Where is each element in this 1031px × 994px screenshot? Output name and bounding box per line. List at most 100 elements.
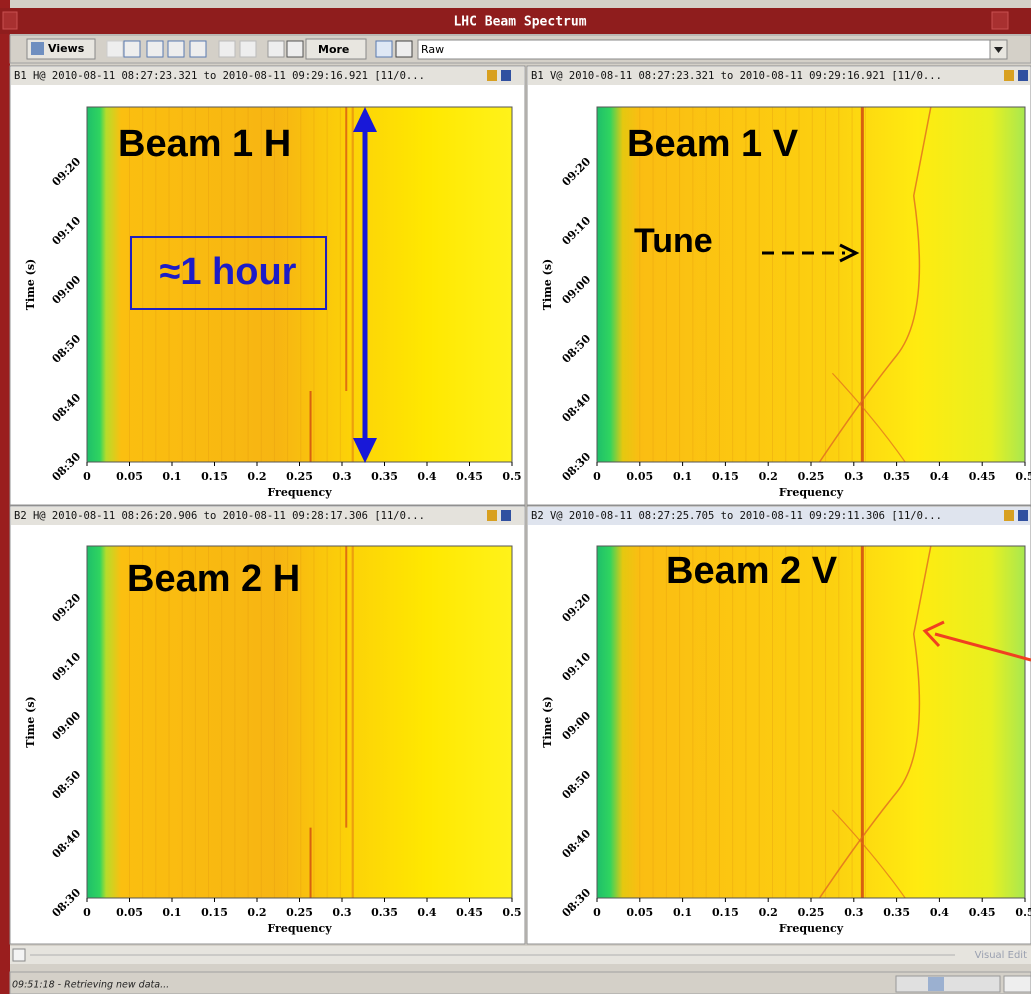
x-tick-label: 0.15	[712, 470, 739, 483]
visual-edit-label: Visual Edit	[975, 950, 1027, 961]
layout-button[interactable]	[107, 41, 123, 57]
body: LHC Beam Spectrum Views More Raw B1 H@ 2010-…	[0, 0, 1031, 994]
panel-icon[interactable]	[1004, 70, 1014, 81]
x-tick-label: 0.25	[286, 470, 313, 483]
panel-header-text: B1 V@ 2010-08-11 08:27:23.321 to 2010-08…	[531, 70, 942, 82]
x-tick-label: 0.1	[162, 470, 181, 483]
beam-label: Beam 2 H	[127, 558, 300, 600]
panel-icon[interactable]	[501, 70, 511, 81]
y-axis-label: Time (s)	[541, 259, 554, 310]
x-tick-label: 0.1	[673, 906, 692, 919]
x-tick-label: 0.3	[844, 470, 863, 483]
x-tick-label: 0.2	[759, 470, 778, 483]
close-button[interactable]	[992, 12, 1008, 29]
more-label: More	[318, 43, 349, 56]
panel-icon[interactable]	[1018, 510, 1028, 521]
x-tick-label: 0.45	[456, 470, 483, 483]
y-axis-label: Time (s)	[24, 259, 37, 310]
beam-label: Beam 1 H	[118, 123, 291, 165]
x-tick-label: 0.5	[1015, 470, 1031, 483]
x-tick-label: 0.05	[116, 906, 143, 919]
panel-header-text: B2 V@ 2010-08-11 08:27:25.705 to 2010-08…	[531, 510, 942, 522]
layout-button[interactable]	[268, 41, 284, 57]
y-axis-label: Time (s)	[541, 696, 554, 747]
x-tick-label: 0.15	[201, 470, 228, 483]
x-tick-label: 0.45	[969, 470, 996, 483]
x-tick-label: 0	[83, 470, 91, 483]
layout-button[interactable]	[168, 41, 184, 57]
mode-field[interactable]	[418, 40, 990, 59]
export-button[interactable]	[376, 41, 392, 57]
x-tick-label: 0.3	[332, 470, 351, 483]
duration-label: ≈1 hour	[160, 251, 297, 293]
x-axis-label: Frequency	[267, 922, 332, 935]
tune-label: Tune	[634, 222, 713, 260]
layout-button[interactable]	[219, 41, 235, 57]
x-tick-label: 0.35	[371, 906, 398, 919]
window-border	[0, 0, 10, 994]
panel-icon[interactable]	[501, 510, 511, 521]
app-window: LHC Beam Spectrum Views More Raw B1 H@ 2010-…	[0, 0, 1031, 994]
x-tick-label: 0.35	[371, 470, 398, 483]
x-tick-label: 0.4	[417, 470, 436, 483]
x-tick-label: 0.15	[712, 906, 739, 919]
spectrogram	[597, 546, 1025, 898]
x-tick-label: 0.3	[844, 906, 863, 919]
layout-button[interactable]	[124, 41, 140, 57]
layout-button[interactable]	[240, 41, 256, 57]
layout-button[interactable]	[190, 41, 206, 57]
x-tick-label: 0.4	[930, 906, 949, 919]
views-icon	[31, 42, 44, 55]
views-label: Views	[48, 42, 85, 55]
x-tick-label: 0.15	[201, 906, 228, 919]
window-menu-button[interactable]	[3, 12, 17, 29]
progress-box	[896, 976, 1000, 992]
layout-button[interactable]	[147, 41, 163, 57]
panel-icon[interactable]	[1018, 70, 1028, 81]
x-tick-label: 0.45	[456, 906, 483, 919]
status-text: 09:51:18 - Retrieving new data...	[12, 980, 169, 991]
x-tick-label: 0	[593, 906, 601, 919]
x-tick-label: 0.4	[930, 470, 949, 483]
beam-label: Beam 1 V	[627, 123, 799, 165]
y-axis-label: Time (s)	[24, 696, 37, 747]
status-button[interactable]	[1004, 976, 1031, 992]
x-tick-label: 0.45	[969, 906, 996, 919]
page: LHC Beam Spectrum {"window": {"title": "…	[0, 0, 1031, 994]
x-tick-label: 0.5	[1015, 906, 1031, 919]
x-tick-label: 0.3	[332, 906, 351, 919]
beam-label: Beam 2 V	[666, 550, 838, 592]
x-axis-label: Frequency	[779, 922, 844, 935]
mode-value: Raw	[421, 43, 444, 56]
progress-fill	[928, 977, 944, 991]
panel-icon[interactable]	[1004, 510, 1014, 521]
panel-header-text: B1 H@ 2010-08-11 08:27:23.321 to 2010-08…	[14, 70, 425, 82]
window-title: LHC Beam Spectrum	[453, 15, 586, 30]
panel-icon[interactable]	[487, 70, 497, 81]
x-tick-label: 0.4	[417, 906, 436, 919]
layout-button[interactable]	[287, 41, 303, 57]
x-tick-label: 0.2	[247, 906, 266, 919]
expand-button[interactable]	[13, 949, 25, 961]
x-tick-label: 0	[593, 470, 601, 483]
x-tick-label: 0.05	[116, 470, 143, 483]
x-axis-label: Frequency	[779, 486, 844, 499]
x-tick-label: 0.2	[759, 906, 778, 919]
print-button[interactable]	[396, 41, 412, 57]
x-tick-label: 0.25	[798, 906, 825, 919]
x-tick-label: 0.25	[798, 470, 825, 483]
x-tick-label: 0.05	[626, 470, 653, 483]
x-tick-label: 0.5	[502, 906, 521, 919]
x-tick-label: 0.35	[883, 470, 910, 483]
x-tick-label: 0.1	[162, 906, 181, 919]
x-tick-label: 0.25	[286, 906, 313, 919]
x-tick-label: 0.5	[502, 470, 521, 483]
x-tick-label: 0.2	[247, 470, 266, 483]
panel-icon[interactable]	[487, 510, 497, 521]
x-tick-label: 0.35	[883, 906, 910, 919]
x-tick-label: 0	[83, 906, 91, 919]
x-tick-label: 0.1	[673, 470, 692, 483]
panel-header-text: B2 H@ 2010-08-11 08:26:20.906 to 2010-08…	[14, 510, 425, 522]
x-axis-label: Frequency	[267, 486, 332, 499]
x-tick-label: 0.05	[626, 906, 653, 919]
